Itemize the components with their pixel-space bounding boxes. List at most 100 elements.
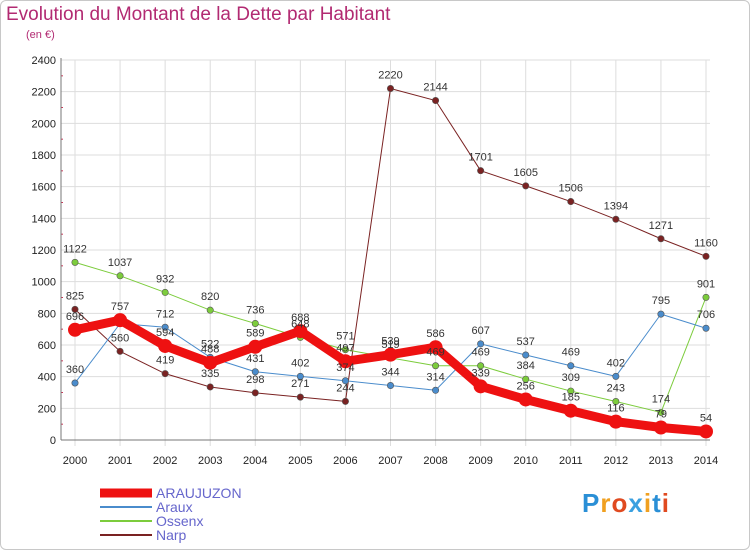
logo-letter: t — [652, 488, 662, 518]
x-tick-label: 2014 — [694, 455, 718, 467]
data-point-araujuzon — [608, 414, 623, 429]
data-label-ossenx: 1037 — [108, 257, 132, 269]
data-label-araux: 344 — [381, 367, 399, 379]
y-tick-label: 1200 — [32, 245, 56, 257]
data-point-narp — [116, 347, 124, 355]
data-label-ossenx: 309 — [562, 372, 580, 384]
data-point-ossenx — [71, 258, 79, 266]
y-tick-label: 0 — [50, 435, 56, 447]
data-point-ossenx — [341, 346, 349, 354]
x-tick-label: 2005 — [288, 455, 312, 467]
x-tick-label: 2003 — [198, 455, 222, 467]
data-label-araujuzon: 539 — [381, 336, 399, 348]
data-label-araux: 360 — [66, 364, 84, 376]
logo-letter: i — [661, 488, 670, 518]
data-point-ossenx — [612, 398, 620, 406]
data-label-ossenx: 469 — [426, 347, 444, 359]
y-tick-label: 1800 — [32, 150, 56, 162]
x-tick-label: 2009 — [468, 455, 492, 467]
data-point-araux — [612, 372, 620, 380]
chart-subtitle: (en €) — [26, 29, 55, 41]
data-label-araux: 607 — [471, 325, 489, 337]
y-tick-label: 400 — [38, 372, 56, 384]
chart-grid — [61, 59, 710, 446]
data-point-ossenx — [161, 288, 169, 296]
data-label-narp: 1394 — [604, 200, 628, 212]
data-point-araux — [522, 351, 530, 359]
data-label-araux: 712 — [156, 308, 174, 320]
data-point-araux — [702, 324, 710, 332]
data-label-narp: 2144 — [423, 82, 447, 94]
data-label-narp: 2220 — [378, 70, 402, 82]
data-point-araux — [432, 386, 440, 394]
data-label-ossenx: 174 — [652, 393, 670, 405]
data-label-narp: 1506 — [559, 183, 583, 195]
data-label-araux: 795 — [652, 295, 670, 307]
x-tick-label: 2004 — [243, 455, 267, 467]
legend-label-narp: Narp — [156, 527, 187, 543]
series-layer — [68, 85, 713, 439]
data-label-narp: 419 — [156, 355, 174, 367]
x-tick-label: 2011 — [559, 455, 583, 467]
data-label-ossenx: 648 — [291, 318, 309, 330]
data-point-araux — [71, 379, 79, 387]
data-point-narp — [477, 167, 485, 175]
y-tick-label: 1600 — [32, 182, 56, 194]
data-label-narp: 1701 — [468, 152, 492, 164]
x-tick-label: 2012 — [604, 455, 628, 467]
data-point-araujuzon — [473, 379, 488, 394]
logo-letter: P — [582, 488, 601, 518]
data-point-araujuzon — [113, 313, 128, 328]
data-point-araujuzon — [428, 340, 443, 355]
data-point-narp — [522, 182, 530, 190]
data-label-narp: 271 — [291, 378, 309, 390]
data-point-araux — [161, 323, 169, 331]
y-tick-label: 2200 — [32, 87, 56, 99]
chart-title: Evolution du Montant de la Dette par Hab… — [6, 4, 391, 25]
data-label-narp: 1605 — [513, 167, 537, 179]
data-label-araux: 374 — [336, 362, 354, 374]
data-point-narp — [386, 85, 394, 93]
data-point-araujuzon — [383, 347, 398, 362]
data-point-araux — [477, 340, 485, 348]
legend-label-araux: Araux — [156, 499, 193, 515]
data-point-narp — [161, 370, 169, 378]
data-point-araux — [657, 310, 665, 318]
data-point-ossenx — [251, 319, 259, 327]
data-label-araux: 469 — [562, 347, 580, 359]
data-label-araux: 522 — [201, 338, 219, 350]
x-tick-label: 2002 — [153, 455, 177, 467]
proxiti-logo: Proxiti — [582, 488, 670, 519]
data-label-ossenx: 571 — [336, 331, 354, 343]
data-point-narp — [296, 393, 304, 401]
data-label-narp: 298 — [246, 374, 264, 386]
data-label-ossenx: 932 — [156, 273, 174, 285]
y-tick-label: 2000 — [32, 118, 56, 130]
y-tick-label: 600 — [38, 340, 56, 352]
data-label-araujuzon: 757 — [111, 301, 129, 313]
data-point-ossenx — [702, 293, 710, 301]
data-label-araujuzon: 339 — [471, 367, 489, 379]
data-label-ossenx: 820 — [201, 291, 219, 303]
data-label-araujuzon: 488 — [201, 344, 219, 356]
logo-letter: r — [600, 488, 612, 518]
y-tick-label: 800 — [38, 308, 56, 320]
data-point-araujuzon — [338, 354, 353, 369]
data-label-araujuzon: 497 — [336, 342, 354, 354]
data-label-araux: 314 — [426, 371, 444, 383]
data-point-araux — [251, 368, 259, 376]
data-point-narp — [251, 389, 259, 397]
data-point-araujuzon — [699, 424, 713, 439]
data-label-ossenx: 736 — [246, 304, 264, 316]
data-labels-layer: 696 757 594 488 589 688 497 539 586 339 256 185 116 7… — [63, 70, 718, 425]
data-point-narp — [71, 305, 79, 313]
data-label-narp: 1160 — [694, 237, 718, 249]
data-label-araux: 706 — [697, 309, 715, 321]
logo-letter: o — [611, 488, 629, 518]
legend-label-araujuzon: ARAUJUZON — [156, 485, 242, 501]
data-label-araujuzon: 586 — [426, 328, 444, 340]
data-label-araujuzon: 696 — [66, 311, 84, 323]
data-point-araujuzon — [653, 420, 668, 435]
data-label-araux: 537 — [517, 336, 535, 348]
y-tick-label: 1400 — [32, 213, 56, 225]
